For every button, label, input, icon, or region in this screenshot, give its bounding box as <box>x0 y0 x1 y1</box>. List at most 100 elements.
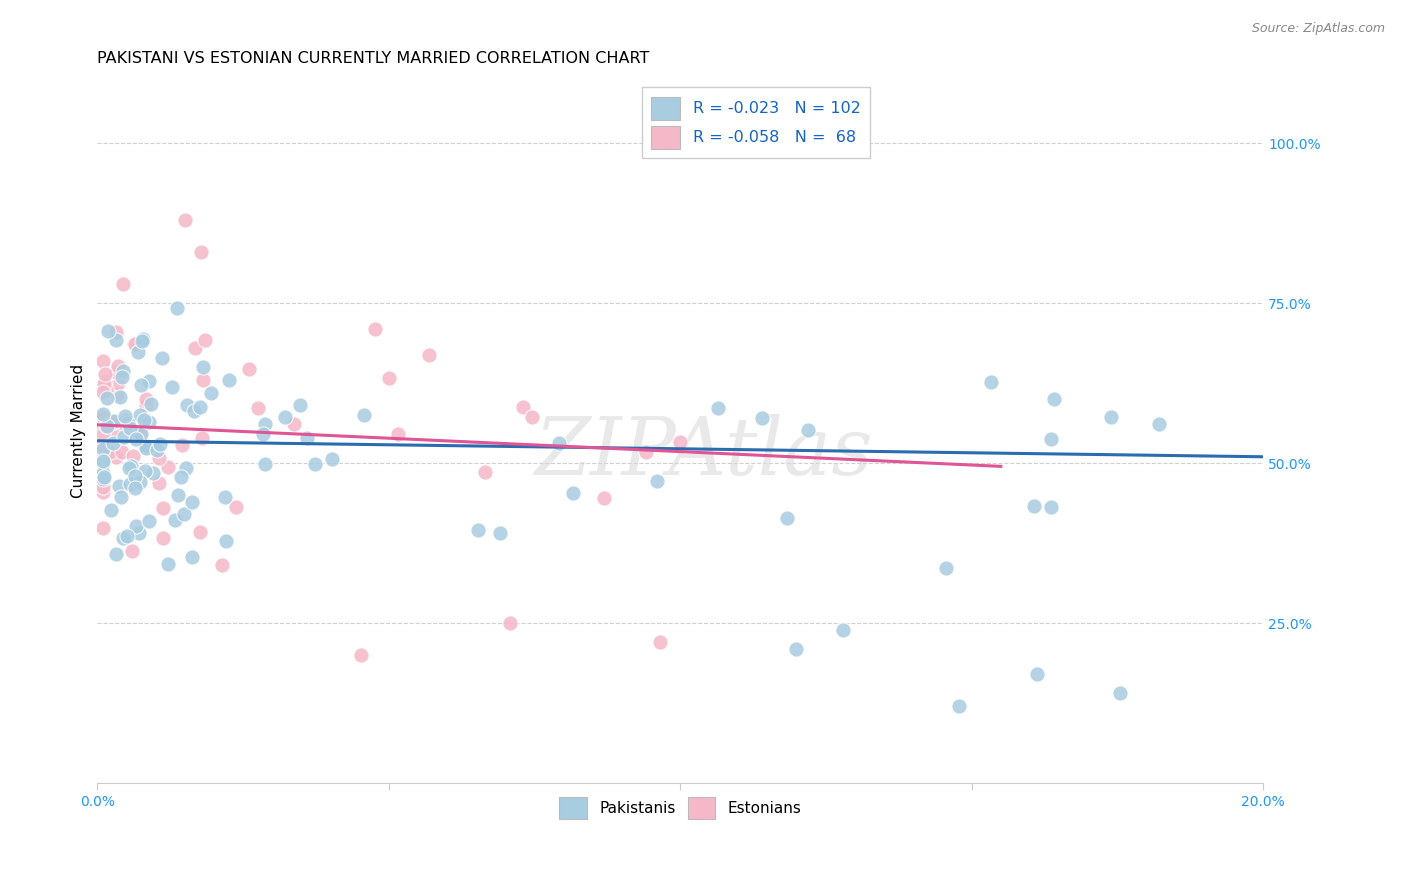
Point <box>91 384 114 399</box>
Point <box>108 415 131 429</box>
Point <box>561 486 583 500</box>
Point <box>112 430 135 444</box>
Point <box>91 409 114 424</box>
Point <box>321 452 343 467</box>
Point <box>91 456 114 470</box>
Point <box>184 342 207 356</box>
Point <box>125 433 148 447</box>
Point <box>103 415 125 429</box>
Point <box>104 450 127 464</box>
Point <box>107 359 129 374</box>
Point <box>166 301 188 315</box>
Point <box>124 469 146 483</box>
Point <box>104 333 127 347</box>
Point <box>114 409 136 423</box>
Text: Source: ZipAtlas.com: Source: ZipAtlas.com <box>1251 22 1385 36</box>
Point <box>181 495 204 509</box>
Point <box>522 409 544 424</box>
Point <box>91 442 114 456</box>
Point <box>103 436 125 450</box>
Legend: Pakistanis, Estonians: Pakistanis, Estonians <box>553 791 807 825</box>
Point <box>104 365 127 379</box>
Point <box>218 373 240 387</box>
Point <box>193 333 215 347</box>
Point <box>183 404 205 418</box>
Point <box>91 439 114 453</box>
Point <box>512 400 534 414</box>
Point <box>91 521 114 535</box>
Point <box>115 529 138 543</box>
Point <box>134 464 156 478</box>
Point <box>117 416 139 430</box>
Point <box>191 373 214 387</box>
Point <box>91 466 114 480</box>
Point <box>1024 499 1046 513</box>
Point <box>118 461 141 475</box>
Point <box>170 438 193 452</box>
Point <box>96 419 118 434</box>
Point <box>105 387 128 401</box>
Point <box>122 337 145 351</box>
Point <box>135 398 157 412</box>
Point <box>125 425 148 439</box>
Point <box>238 362 260 376</box>
Point <box>1025 667 1047 681</box>
Point <box>111 370 134 384</box>
Point <box>112 364 135 378</box>
Point <box>134 392 156 407</box>
Point <box>94 384 117 398</box>
Point <box>170 469 193 483</box>
Point <box>128 525 150 540</box>
Point <box>138 374 160 388</box>
Point <box>467 523 489 537</box>
Point <box>91 442 114 456</box>
Point <box>121 543 143 558</box>
Point <box>100 445 122 459</box>
Point <box>796 423 818 437</box>
Point <box>418 348 440 362</box>
Point <box>1108 686 1130 700</box>
Point <box>200 386 222 401</box>
Point <box>751 410 773 425</box>
Point <box>115 413 138 427</box>
Point <box>488 525 510 540</box>
Point <box>499 616 522 631</box>
Point <box>118 477 141 491</box>
Point <box>129 475 152 490</box>
Point <box>669 435 692 450</box>
Point <box>273 410 295 425</box>
Point <box>634 445 657 459</box>
Point <box>152 501 174 516</box>
Point <box>163 513 186 527</box>
Point <box>91 481 114 495</box>
Point <box>124 481 146 495</box>
Point <box>173 507 195 521</box>
Point <box>350 648 373 662</box>
Point <box>112 531 135 545</box>
Point <box>103 414 125 428</box>
Point <box>97 325 120 339</box>
Point <box>146 442 169 457</box>
Point <box>387 426 409 441</box>
Point <box>295 431 318 445</box>
Point <box>935 561 957 575</box>
Point <box>214 491 236 505</box>
Point <box>120 458 142 473</box>
Point <box>104 422 127 436</box>
Point <box>832 623 855 637</box>
Point <box>162 380 184 394</box>
Point <box>149 437 172 451</box>
Point <box>100 503 122 517</box>
Point <box>131 426 153 441</box>
Point <box>96 392 118 406</box>
Point <box>353 408 375 422</box>
Point <box>148 451 170 466</box>
Point <box>94 375 117 389</box>
Point <box>378 370 401 384</box>
Point <box>132 413 155 427</box>
Point <box>166 488 188 502</box>
Point <box>215 533 238 548</box>
Point <box>131 334 153 348</box>
Y-axis label: Currently Married: Currently Married <box>72 364 86 499</box>
Point <box>110 490 132 504</box>
